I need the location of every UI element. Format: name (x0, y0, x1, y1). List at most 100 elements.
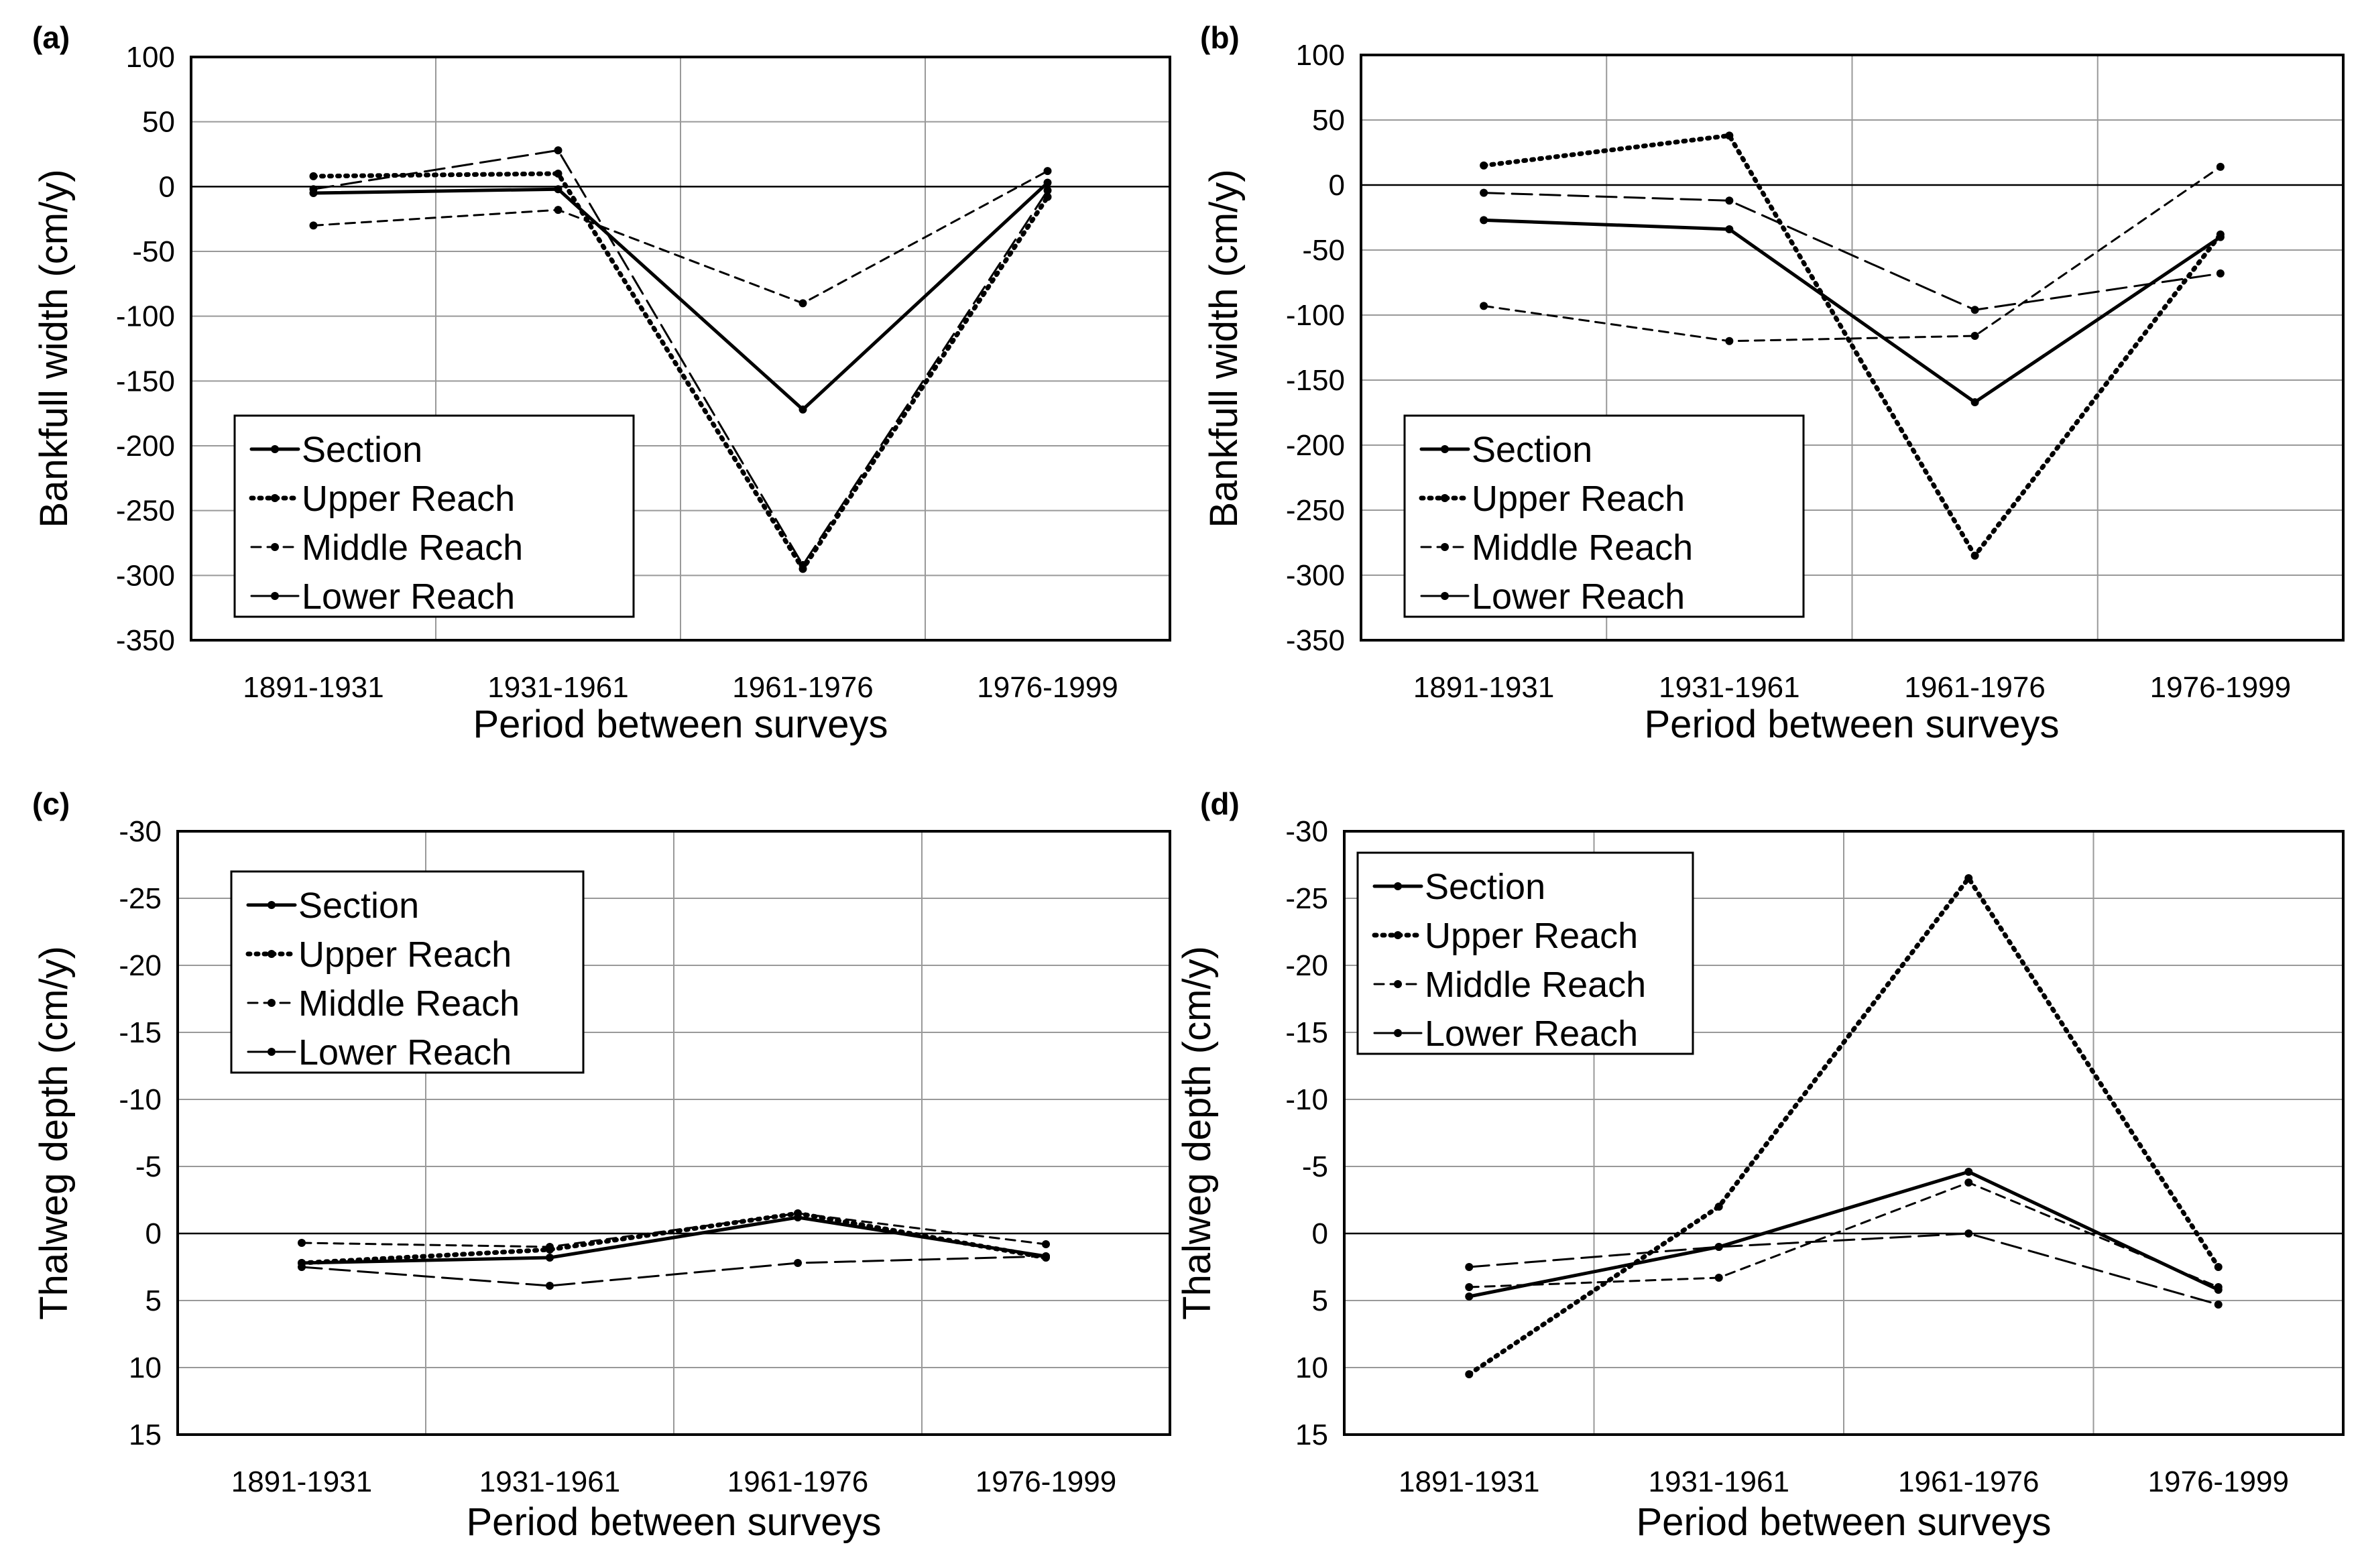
y-tick-label: -350 (1286, 624, 1345, 657)
y-tick-label: -200 (116, 430, 175, 463)
y-axis-title: Bankfull width (cm/y) (32, 169, 76, 528)
data-point (554, 146, 563, 155)
data-point (1970, 332, 1979, 341)
data-point (1725, 196, 1734, 205)
legend-marker (271, 445, 279, 453)
legend-label: Middle Reach (298, 983, 520, 1024)
data-point (1043, 186, 1052, 195)
legend-marker (271, 494, 279, 502)
x-tick-label: 1976-1999 (976, 1465, 1116, 1498)
chart-panel-3: -30 -25 -20 -15 -10 -5 0 5 10 15 1891-1931 1931-196… (1175, 786, 2345, 1544)
y-tick-label: 15 (1295, 1419, 1328, 1451)
data-point (1964, 1229, 1973, 1238)
legend-marker (1394, 882, 1402, 890)
series-line-lower-reach (300, 1255, 1047, 1287)
y-tick-label: 100 (126, 41, 175, 74)
legend-label: Section (1425, 867, 1545, 907)
y-tick-label: 0 (145, 1217, 162, 1250)
x-tick-label: 1931-1961 (1649, 1465, 1789, 1498)
data-point (1725, 225, 1734, 233)
x-tick-label: 1891-1931 (243, 671, 383, 704)
x-tick-label: 1931-1961 (487, 671, 628, 704)
y-tick-label: 5 (145, 1284, 162, 1317)
data-point (1042, 1252, 1050, 1260)
legend-label: Lower Reach (1425, 1014, 1638, 1054)
data-point (1465, 1292, 1474, 1301)
y-tick-label: 5 (1312, 1284, 1328, 1317)
y-axis-title: Thalweg depth (cm/y) (32, 946, 76, 1320)
legend-marker (1441, 445, 1449, 453)
series-line-upper-reach (1481, 133, 2223, 558)
data-point (546, 1282, 554, 1290)
x-tick-label: 1931-1961 (479, 1465, 620, 1498)
panel-label: (b) (1200, 20, 1240, 55)
legend-label: Lower Reach (298, 1032, 512, 1073)
y-tick-label: -100 (1286, 299, 1345, 332)
data-point (799, 299, 807, 308)
legend-label: Middle Reach (302, 528, 523, 568)
y-tick-label: -250 (1286, 494, 1345, 527)
data-point (1725, 337, 1734, 345)
x-tick-label: 1976-1999 (2150, 671, 2291, 704)
x-axis-title: Period between surveys (467, 1500, 882, 1544)
y-tick-label: 0 (1329, 169, 1345, 202)
y-tick-label: 0 (1312, 1217, 1328, 1250)
series-line-middle-reach (312, 170, 1049, 304)
y-tick-label: -300 (1286, 559, 1345, 592)
x-tick-label: 1976-1999 (977, 671, 1118, 704)
series-line-lower-reach (312, 149, 1049, 566)
y-tick-label: 50 (1312, 104, 1345, 137)
data-point (1043, 167, 1052, 176)
data-point (546, 1243, 554, 1251)
series-line-upper-reach (311, 171, 1050, 572)
series-line-section (312, 181, 1049, 412)
y-tick-label: -300 (116, 559, 175, 592)
series-line-section (1482, 218, 2223, 404)
y-tick-label: -5 (135, 1150, 162, 1183)
data-point (794, 1259, 802, 1267)
legend-label: Section (298, 886, 419, 926)
data-point (1480, 161, 1488, 170)
legend-marker (268, 950, 276, 958)
plot-frame (1343, 830, 2345, 1436)
x-axis-title: Period between surveys (473, 703, 888, 746)
y-tick-label: -15 (1285, 1016, 1328, 1049)
y-tick-label: -50 (1302, 234, 1345, 267)
data-point (546, 1254, 554, 1262)
legend-marker (271, 592, 279, 600)
data-point (298, 1239, 306, 1247)
y-tick-label: -250 (116, 495, 175, 528)
series-line-middle-reach (300, 1212, 1047, 1248)
y-tick-label: -150 (116, 365, 175, 398)
y-tick-label: 10 (129, 1351, 162, 1384)
plot-frame (1360, 54, 2345, 642)
data-point (1042, 1240, 1050, 1248)
y-tick-label: 100 (1296, 39, 1345, 72)
y-tick-label: 0 (159, 170, 175, 203)
y-tick-label: -5 (1302, 1150, 1328, 1183)
data-point (1480, 302, 1488, 310)
data-point (1725, 131, 1734, 140)
legend-label: Upper Reach (302, 479, 515, 519)
series-line-middle-reach (1468, 1181, 2220, 1288)
panel-label: (a) (32, 20, 70, 55)
legend-marker (268, 999, 276, 1007)
data-point (1714, 1203, 1723, 1211)
y-tick-label: 15 (129, 1419, 162, 1451)
data-point (309, 172, 318, 180)
data-point (1964, 1179, 1973, 1187)
y-tick-label: -20 (1285, 949, 1328, 982)
legend-box (233, 414, 635, 618)
y-tick-label: -10 (119, 1083, 162, 1116)
data-point (2216, 230, 2225, 239)
legend-label: Upper Reach (1472, 479, 1685, 519)
legend-label: Middle Reach (1472, 528, 1693, 568)
data-point (309, 185, 318, 194)
legend-label: Lower Reach (1472, 577, 1685, 617)
chart-panel-2: -30 -25 -20 -15 -10 -5 0 5 10 15 1891-1931 1931-196… (32, 786, 1171, 1544)
legend-label: Upper Reach (298, 934, 512, 975)
y-axis-title: Bankfull width (cm/y) (1202, 169, 1246, 528)
data-point (1480, 216, 1488, 225)
data-point (2214, 1301, 2223, 1309)
